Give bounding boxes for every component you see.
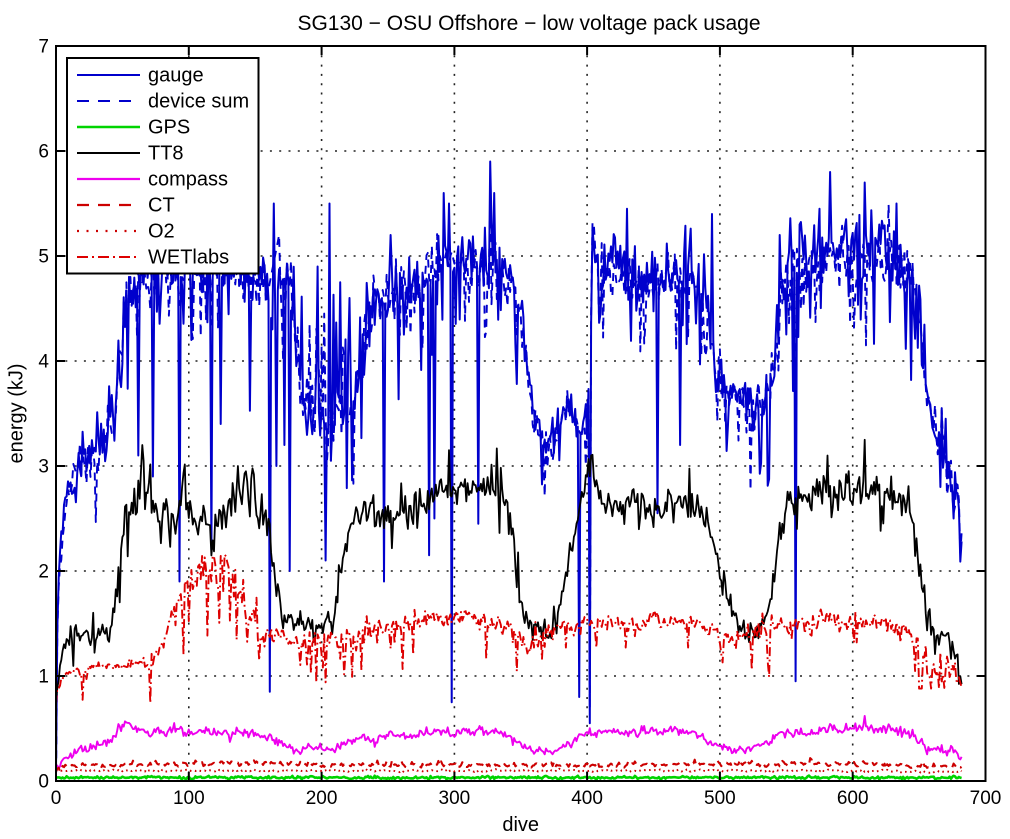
svg-text:O2: O2 — [148, 221, 175, 243]
svg-text:1: 1 — [38, 667, 49, 688]
svg-text:400: 400 — [571, 788, 603, 809]
svg-text:5: 5 — [38, 247, 49, 268]
svg-text:6: 6 — [38, 142, 49, 163]
svg-text:300: 300 — [439, 788, 471, 809]
svg-text:4: 4 — [38, 352, 49, 373]
svg-text:CT: CT — [148, 195, 175, 217]
svg-text:500: 500 — [704, 788, 736, 809]
svg-text:dive: dive — [502, 814, 539, 836]
svg-text:gauge: gauge — [148, 65, 204, 87]
svg-text:energy (kJ): energy (kJ) — [6, 363, 28, 463]
svg-text:compass: compass — [148, 169, 228, 191]
svg-text:GPS: GPS — [148, 117, 190, 139]
svg-text:600: 600 — [837, 788, 869, 809]
svg-text:200: 200 — [306, 788, 338, 809]
svg-text:device sum: device sum — [148, 91, 249, 113]
svg-text:700: 700 — [970, 788, 1002, 809]
svg-text:SG130 − OSU Offshore − low vol: SG130 − OSU Offshore − low voltage pack … — [297, 12, 760, 35]
svg-text:100: 100 — [173, 788, 205, 809]
svg-text:2: 2 — [38, 562, 49, 583]
svg-text:TT8: TT8 — [148, 143, 184, 165]
svg-text:3: 3 — [38, 457, 49, 478]
svg-text:0: 0 — [38, 772, 49, 793]
svg-text:7: 7 — [38, 37, 49, 58]
svg-text:0: 0 — [51, 788, 62, 809]
svg-text:WETlabs: WETlabs — [148, 247, 229, 269]
